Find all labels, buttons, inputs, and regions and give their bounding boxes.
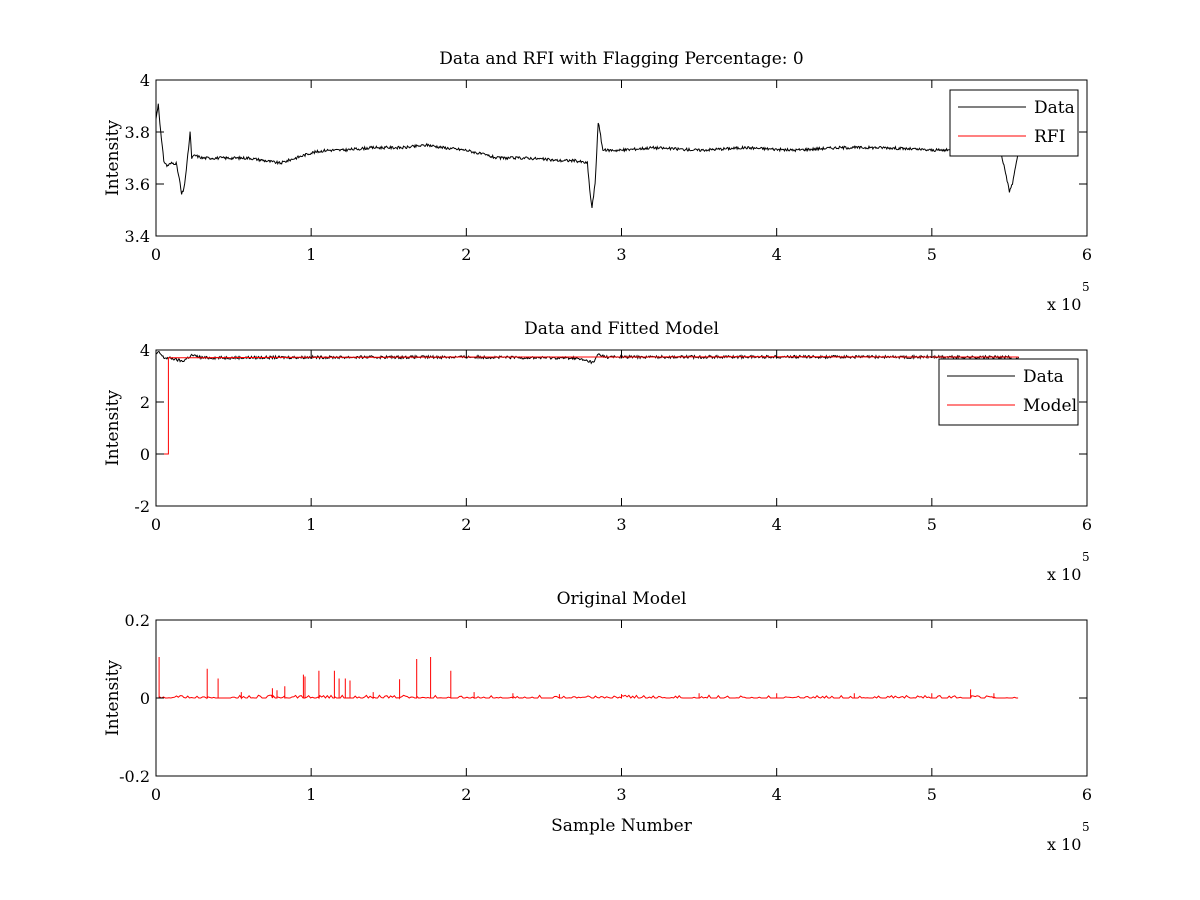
x-tick-label: 0: [151, 515, 161, 534]
x-tick-label: 6: [1082, 245, 1092, 264]
y-tick-label: -0.2: [119, 767, 150, 786]
y-tick-label: 4: [140, 71, 150, 90]
chart-title: Data and Fitted Model: [524, 319, 719, 339]
legend-label: Data: [1034, 98, 1075, 118]
x-tick-label: 4: [772, 245, 782, 264]
x-tick-label: 2: [461, 515, 471, 534]
y-tick-label: 2: [140, 393, 150, 412]
y-tick-label: 0: [140, 689, 150, 708]
legend-label: Data: [1023, 367, 1064, 387]
y-tick-label: -2: [134, 497, 150, 516]
y-tick-label: 3.6: [125, 175, 150, 194]
x-tick-label: 3: [616, 785, 626, 804]
legend-label: Model: [1023, 396, 1077, 416]
x-tick-label: 4: [772, 785, 782, 804]
x-tick-label: 6: [1082, 785, 1092, 804]
y-tick-label: 0.2: [125, 611, 150, 630]
x-tick-label: 0: [151, 785, 161, 804]
legend-label: RFI: [1034, 127, 1065, 147]
y-tick-label: 4: [140, 341, 150, 360]
chart-title: Data and RFI with Flagging Percentage: 0: [439, 49, 803, 69]
x-tick-label: 6: [1082, 515, 1092, 534]
y-tick-label: 0: [140, 445, 150, 464]
y-axis-label: Intensity: [103, 390, 123, 466]
x-tick-label: 3: [616, 245, 626, 264]
plot-area: [156, 657, 1019, 700]
x-tick-label: 1: [306, 245, 316, 264]
x-tick-label: 5: [927, 515, 937, 534]
x-exponent-label: x 10: [1047, 565, 1081, 584]
chart-title: Original Model: [557, 589, 687, 609]
x-tick-label: 3: [616, 515, 626, 534]
x-axis-label: Sample Number: [551, 816, 693, 836]
x-tick-label: 5: [927, 245, 937, 264]
y-tick-label: 3.8: [125, 123, 150, 142]
x-tick-label: 0: [151, 245, 161, 264]
x-exponent-power: 5: [1082, 820, 1090, 834]
y-axis-label: Intensity: [103, 120, 123, 196]
legend-box: [949, 89, 1079, 157]
x-tick-label: 1: [306, 515, 316, 534]
legend: Data RFI: [949, 89, 1079, 157]
x-tick-label: 4: [772, 515, 782, 534]
x-exponent-power: 5: [1082, 550, 1090, 564]
x-exponent-label: x 10: [1047, 295, 1081, 314]
x-exponent-power: 5: [1082, 280, 1090, 294]
x-tick-label: 1: [306, 785, 316, 804]
legend-box: [938, 358, 1079, 426]
series-line-2: [156, 356, 1019, 455]
y-tick-label: 3.4: [125, 227, 150, 246]
plot-area: [156, 351, 1020, 455]
x-tick-label: 2: [461, 245, 471, 264]
series-line-1: [156, 657, 1019, 700]
plot-area: [156, 103, 1020, 208]
y-axis-label: Intensity: [103, 660, 123, 736]
x-tick-label: 2: [461, 785, 471, 804]
x-exponent-label: x 10: [1047, 835, 1081, 854]
legend: Data Model: [938, 358, 1079, 426]
x-tick-label: 5: [927, 785, 937, 804]
series-line-1: [156, 103, 1020, 208]
